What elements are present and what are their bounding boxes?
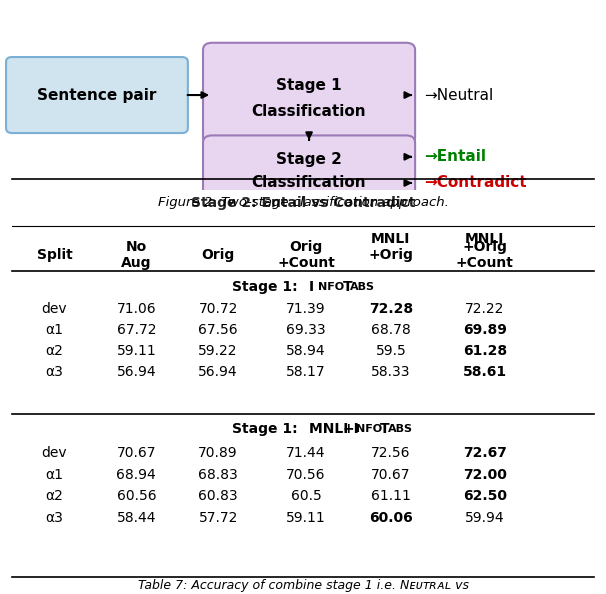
- Text: 61.28: 61.28: [463, 344, 507, 358]
- Text: 71.06: 71.06: [116, 302, 156, 316]
- Text: →Neutral: →Neutral: [424, 87, 493, 103]
- Text: dev: dev: [42, 302, 67, 316]
- Text: 60.06: 60.06: [369, 511, 413, 525]
- Text: +Orig
+Count: +Orig +Count: [456, 240, 514, 270]
- Text: 60.5: 60.5: [291, 489, 321, 504]
- Text: 61.11: 61.11: [371, 489, 411, 504]
- Text: MNLI: MNLI: [465, 232, 504, 246]
- Text: α1: α1: [45, 323, 64, 337]
- Text: 72.28: 72.28: [369, 302, 413, 316]
- Text: MNLI: MNLI: [371, 232, 410, 246]
- Text: 58.94: 58.94: [286, 344, 326, 358]
- Text: 72.22: 72.22: [465, 302, 504, 316]
- Text: Split: Split: [37, 248, 72, 262]
- Text: 67.56: 67.56: [198, 323, 238, 337]
- Text: 62.50: 62.50: [463, 489, 507, 504]
- Text: Classification: Classification: [251, 175, 367, 191]
- Text: 59.11: 59.11: [116, 344, 156, 358]
- Text: 58.33: 58.33: [371, 365, 411, 379]
- Text: 70.67: 70.67: [116, 446, 156, 460]
- Text: →Entail: →Entail: [424, 149, 486, 165]
- Text: 59.94: 59.94: [465, 511, 505, 525]
- Text: 59.22: 59.22: [198, 344, 238, 358]
- Text: T: T: [380, 422, 390, 437]
- Text: Sentence pair: Sentence pair: [38, 87, 156, 103]
- Text: Table 7: Accuracy of combine stage 1 i.e. Nᴇᴜᴛʀᴀʟ vs: Table 7: Accuracy of combine stage 1 i.e…: [138, 579, 468, 592]
- Text: I: I: [309, 280, 314, 294]
- Text: ABS: ABS: [350, 282, 375, 292]
- Text: Stage 2: Entail vs Contradict: Stage 2: Entail vs Contradict: [191, 195, 415, 210]
- Text: 70.56: 70.56: [286, 468, 326, 482]
- Text: α1: α1: [45, 468, 64, 482]
- FancyBboxPatch shape: [203, 43, 415, 145]
- Text: NFO: NFO: [356, 424, 382, 434]
- Text: α2: α2: [45, 344, 64, 358]
- Text: 57.72: 57.72: [199, 511, 238, 525]
- Text: 68.94: 68.94: [116, 468, 156, 482]
- Text: 67.72: 67.72: [116, 323, 156, 337]
- Text: ABS: ABS: [388, 424, 413, 434]
- Text: 70.89: 70.89: [198, 446, 238, 460]
- Text: Classification: Classification: [251, 104, 367, 119]
- Text: +I: +I: [342, 422, 359, 437]
- Text: T: T: [342, 280, 352, 294]
- Text: α2: α2: [45, 489, 64, 504]
- Text: 71.39: 71.39: [286, 302, 326, 316]
- Text: 70.72: 70.72: [199, 302, 238, 316]
- Text: No
Aug: No Aug: [121, 240, 152, 270]
- Text: dev: dev: [42, 446, 67, 460]
- Text: Stage 2: Stage 2: [276, 151, 342, 167]
- Text: MNLI: MNLI: [309, 422, 353, 437]
- Text: α3: α3: [45, 365, 64, 379]
- Text: +Orig: +Orig: [368, 248, 413, 262]
- Text: 56.94: 56.94: [116, 365, 156, 379]
- Text: 60.83: 60.83: [198, 489, 238, 504]
- Text: 72.00: 72.00: [463, 468, 507, 482]
- Text: 56.94: 56.94: [198, 365, 238, 379]
- FancyBboxPatch shape: [203, 135, 415, 202]
- Text: 58.17: 58.17: [286, 365, 326, 379]
- Text: Figure 2: Two-stage classification approach.: Figure 2: Two-stage classification appro…: [158, 196, 448, 209]
- Text: 68.83: 68.83: [198, 468, 238, 482]
- Text: 72.56: 72.56: [371, 446, 411, 460]
- Text: 58.61: 58.61: [463, 365, 507, 379]
- Text: 70.67: 70.67: [371, 468, 411, 482]
- Text: 59.11: 59.11: [286, 511, 326, 525]
- Text: →Contradict: →Contradict: [424, 175, 527, 191]
- Text: 68.78: 68.78: [371, 323, 411, 337]
- Text: Stage 1:: Stage 1:: [233, 280, 303, 294]
- Text: 71.44: 71.44: [286, 446, 326, 460]
- Text: 58.44: 58.44: [116, 511, 156, 525]
- Text: 59.5: 59.5: [376, 344, 406, 358]
- Text: Orig: Orig: [202, 248, 235, 262]
- Text: 60.56: 60.56: [116, 489, 156, 504]
- Text: 69.89: 69.89: [463, 323, 507, 337]
- Text: Orig
+Count: Orig +Count: [277, 240, 335, 270]
- Text: 72.67: 72.67: [463, 446, 507, 460]
- FancyBboxPatch shape: [6, 57, 188, 133]
- Text: Stage 1:: Stage 1:: [233, 422, 303, 437]
- Text: 69.33: 69.33: [286, 323, 326, 337]
- Text: NFO: NFO: [318, 282, 344, 292]
- Text: Stage 1: Stage 1: [276, 78, 342, 93]
- Text: α3: α3: [45, 511, 64, 525]
